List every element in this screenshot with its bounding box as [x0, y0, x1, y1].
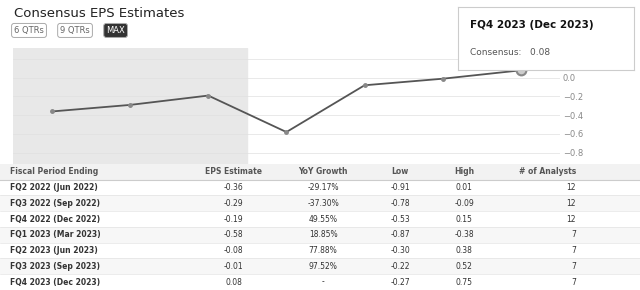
Text: 7: 7 — [571, 230, 576, 239]
Text: 6 QTRs: 6 QTRs — [14, 26, 44, 35]
Text: -: - — [322, 278, 324, 287]
Text: 9 QTRs: 9 QTRs — [60, 26, 90, 35]
Text: -0.22: -0.22 — [390, 262, 410, 271]
Text: 12: 12 — [566, 183, 576, 192]
Text: 7: 7 — [571, 262, 576, 271]
Text: 0.08: 0.08 — [225, 278, 242, 287]
Text: 7: 7 — [571, 278, 576, 287]
Text: FQ2 2022 (Jun 2022): FQ2 2022 (Jun 2022) — [10, 183, 97, 192]
Text: 0.38: 0.38 — [456, 246, 472, 255]
Text: -0.09: -0.09 — [454, 199, 474, 208]
Text: 12: 12 — [566, 215, 576, 224]
Text: 0.01: 0.01 — [456, 183, 472, 192]
Text: -0.30: -0.30 — [390, 246, 410, 255]
Text: # of Analysts: # of Analysts — [519, 167, 576, 176]
Text: FQ2 2023 (Jun 2023): FQ2 2023 (Jun 2023) — [10, 246, 97, 255]
Text: 0.15: 0.15 — [456, 215, 472, 224]
Text: -29.17%: -29.17% — [307, 183, 339, 192]
Bar — [0, 195, 640, 211]
Text: MAX: MAX — [106, 26, 125, 35]
Text: 97.52%: 97.52% — [308, 262, 338, 271]
Text: -0.58: -0.58 — [224, 230, 243, 239]
Text: -0.08: -0.08 — [224, 246, 243, 255]
Text: Consensus EPS Estimates: Consensus EPS Estimates — [14, 7, 184, 20]
Text: -0.19: -0.19 — [224, 215, 243, 224]
Bar — [0, 258, 640, 274]
Text: YoY Growth: YoY Growth — [298, 167, 348, 176]
Text: FQ3 2022 (Sep 2022): FQ3 2022 (Sep 2022) — [10, 199, 100, 208]
Bar — [0, 164, 640, 180]
Bar — [0, 274, 640, 290]
Bar — [0, 211, 640, 227]
Text: 12: 12 — [566, 199, 576, 208]
Text: FQ3 2023 (Sep 2023): FQ3 2023 (Sep 2023) — [10, 262, 100, 271]
Text: -0.53: -0.53 — [390, 215, 410, 224]
Text: -0.38: -0.38 — [454, 230, 474, 239]
Text: Low: Low — [392, 167, 408, 176]
Bar — [0, 180, 640, 195]
Text: Consensus:   0.08: Consensus: 0.08 — [470, 48, 550, 57]
Bar — [13, 48, 247, 164]
Bar — [0, 243, 640, 258]
Text: 77.88%: 77.88% — [309, 246, 337, 255]
Text: -0.29: -0.29 — [224, 199, 243, 208]
Text: 18.85%: 18.85% — [309, 230, 337, 239]
Text: -37.30%: -37.30% — [307, 199, 339, 208]
Text: -0.87: -0.87 — [390, 230, 410, 239]
Text: FQ1 2023 (Mar 2023): FQ1 2023 (Mar 2023) — [10, 230, 100, 239]
Text: -0.01: -0.01 — [224, 262, 243, 271]
Text: EPS Estimate: EPS Estimate — [205, 167, 262, 176]
Text: -0.78: -0.78 — [390, 199, 410, 208]
Text: 49.55%: 49.55% — [308, 215, 338, 224]
Text: Fiscal Period Ending: Fiscal Period Ending — [10, 167, 98, 176]
Text: 0.52: 0.52 — [456, 262, 472, 271]
Text: 7: 7 — [571, 246, 576, 255]
Text: -0.36: -0.36 — [224, 183, 243, 192]
Text: FQ4 2023 (Dec 2023): FQ4 2023 (Dec 2023) — [10, 278, 100, 287]
Text: -0.91: -0.91 — [390, 183, 410, 192]
Text: -0.27: -0.27 — [390, 278, 410, 287]
Text: FQ4 2022 (Dec 2022): FQ4 2022 (Dec 2022) — [10, 215, 100, 224]
Text: 0.75: 0.75 — [456, 278, 472, 287]
Bar — [0, 227, 640, 243]
Text: High: High — [454, 167, 474, 176]
Text: FQ4 2023 (Dec 2023): FQ4 2023 (Dec 2023) — [470, 20, 593, 30]
